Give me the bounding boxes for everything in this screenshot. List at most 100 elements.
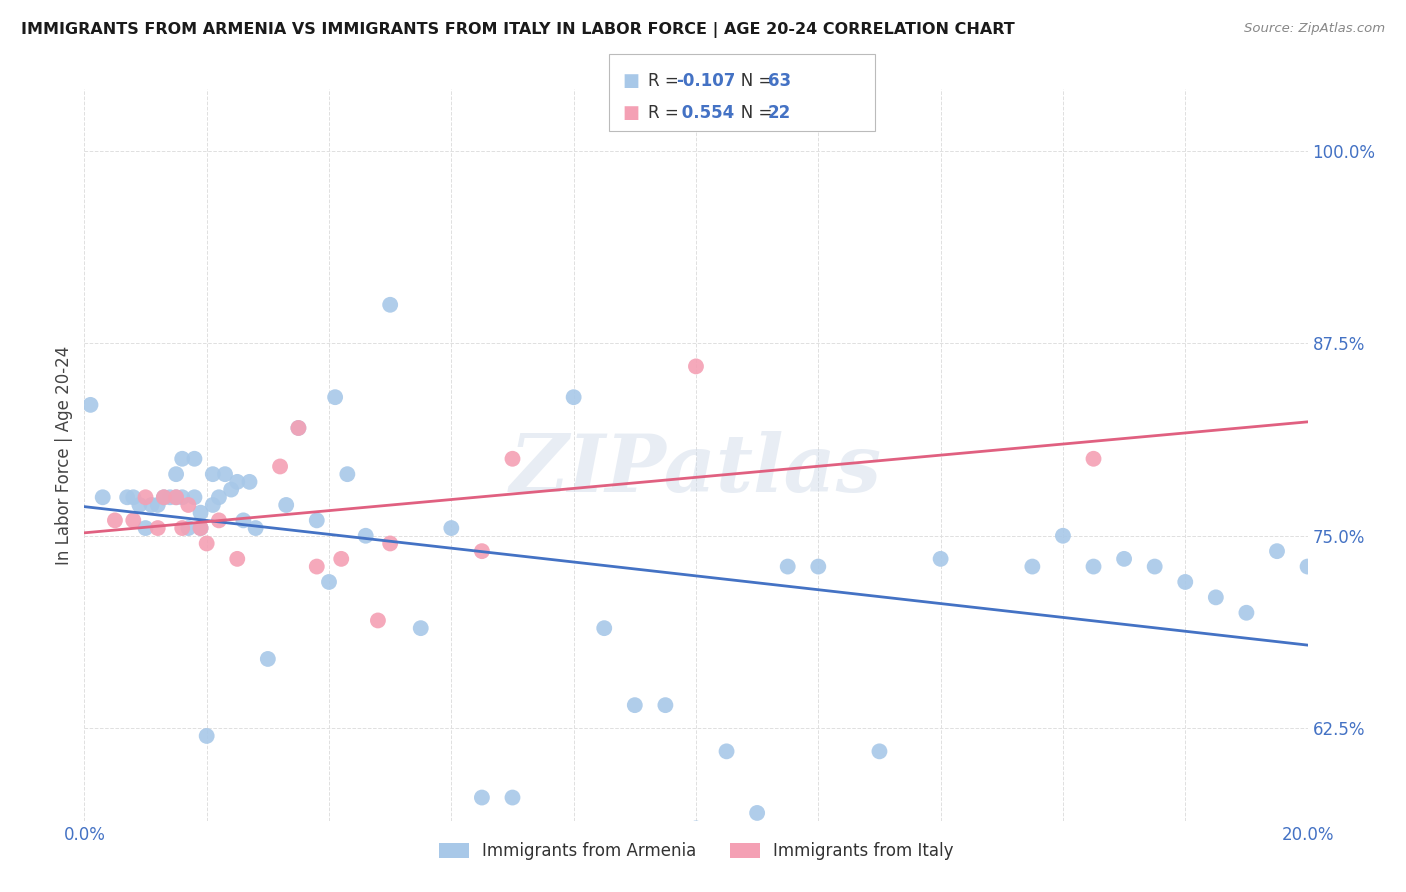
Point: [502, 451, 524, 466]
Point: [177, 498, 200, 512]
Point: [380, 298, 402, 312]
Text: -0.107: -0.107: [676, 72, 735, 90]
Point: [141, 498, 163, 512]
Point: [654, 698, 676, 713]
Point: [1265, 544, 1288, 558]
Point: [91, 490, 114, 504]
Point: [471, 790, 494, 805]
Point: [195, 729, 218, 743]
Point: [165, 490, 187, 504]
Text: N =: N =: [725, 72, 778, 90]
Point: [624, 698, 647, 713]
Point: [305, 559, 328, 574]
Point: [380, 536, 402, 550]
Text: IMMIGRANTS FROM ARMENIA VS IMMIGRANTS FROM ITALY IN LABOR FORCE | AGE 20-24 CORR: IMMIGRANTS FROM ARMENIA VS IMMIGRANTS FR…: [21, 22, 1015, 38]
Legend: Immigrants from Armenia, Immigrants from Italy: Immigrants from Armenia, Immigrants from…: [432, 836, 960, 867]
Point: [208, 490, 231, 504]
Point: [122, 513, 145, 527]
Y-axis label: In Labor Force | Age 20-24: In Labor Force | Age 20-24: [55, 345, 73, 565]
Text: R =: R =: [648, 72, 685, 90]
Point: [1296, 559, 1319, 574]
Point: [201, 498, 224, 512]
Point: [226, 475, 249, 489]
Point: [238, 475, 260, 489]
Point: [257, 652, 280, 666]
Point: [135, 490, 157, 504]
Point: [146, 498, 169, 512]
Point: [195, 536, 218, 550]
Point: [323, 390, 346, 404]
Point: [776, 559, 799, 574]
Point: [305, 513, 328, 527]
Point: [269, 459, 291, 474]
Point: [336, 467, 359, 482]
Text: Source: ZipAtlas.com: Source: ZipAtlas.com: [1244, 22, 1385, 36]
Point: [79, 398, 101, 412]
Point: [1021, 559, 1043, 574]
Point: [409, 621, 432, 635]
Point: [593, 621, 616, 635]
Point: [1236, 606, 1258, 620]
Point: [1052, 529, 1074, 543]
Point: [172, 521, 194, 535]
Point: [201, 467, 224, 482]
Point: [502, 790, 524, 805]
Point: [214, 467, 236, 482]
Point: [1114, 552, 1136, 566]
Point: [165, 467, 187, 482]
Point: [1143, 559, 1166, 574]
Text: ■: ■: [623, 104, 640, 122]
Point: [1174, 574, 1197, 589]
Point: [190, 506, 212, 520]
Point: [1205, 591, 1227, 605]
Point: [354, 529, 377, 543]
Point: [172, 451, 194, 466]
Point: [562, 390, 585, 404]
Text: 22: 22: [768, 104, 792, 122]
Point: [245, 521, 267, 535]
Point: [115, 490, 138, 504]
Point: [330, 552, 353, 566]
Point: [471, 544, 494, 558]
Point: [122, 490, 145, 504]
Point: [318, 574, 340, 589]
Point: [146, 521, 169, 535]
Point: [183, 451, 205, 466]
Point: [153, 490, 176, 504]
Point: [367, 614, 389, 628]
Text: ■: ■: [623, 72, 640, 90]
Text: 63: 63: [768, 72, 790, 90]
Point: [1083, 451, 1105, 466]
Point: [287, 421, 309, 435]
Point: [190, 521, 212, 535]
Point: [165, 490, 187, 504]
Point: [869, 744, 891, 758]
Point: [128, 498, 150, 512]
Text: ZIPatlas: ZIPatlas: [510, 431, 882, 508]
Text: 0.554: 0.554: [676, 104, 734, 122]
Text: N =: N =: [725, 104, 778, 122]
Point: [183, 490, 205, 504]
Point: [153, 490, 176, 504]
Point: [159, 490, 181, 504]
Point: [716, 744, 738, 758]
Point: [929, 552, 952, 566]
Point: [747, 805, 769, 820]
Point: [685, 822, 707, 836]
Point: [1083, 559, 1105, 574]
Point: [685, 359, 707, 374]
Point: [440, 521, 463, 535]
Point: [287, 421, 309, 435]
Point: [190, 521, 212, 535]
Point: [172, 490, 194, 504]
Point: [177, 521, 200, 535]
Point: [208, 513, 231, 527]
Point: [807, 559, 830, 574]
Point: [226, 552, 249, 566]
Point: [219, 483, 242, 497]
Text: R =: R =: [648, 104, 685, 122]
Point: [276, 498, 298, 512]
Point: [104, 513, 127, 527]
Point: [232, 513, 254, 527]
Point: [135, 521, 157, 535]
